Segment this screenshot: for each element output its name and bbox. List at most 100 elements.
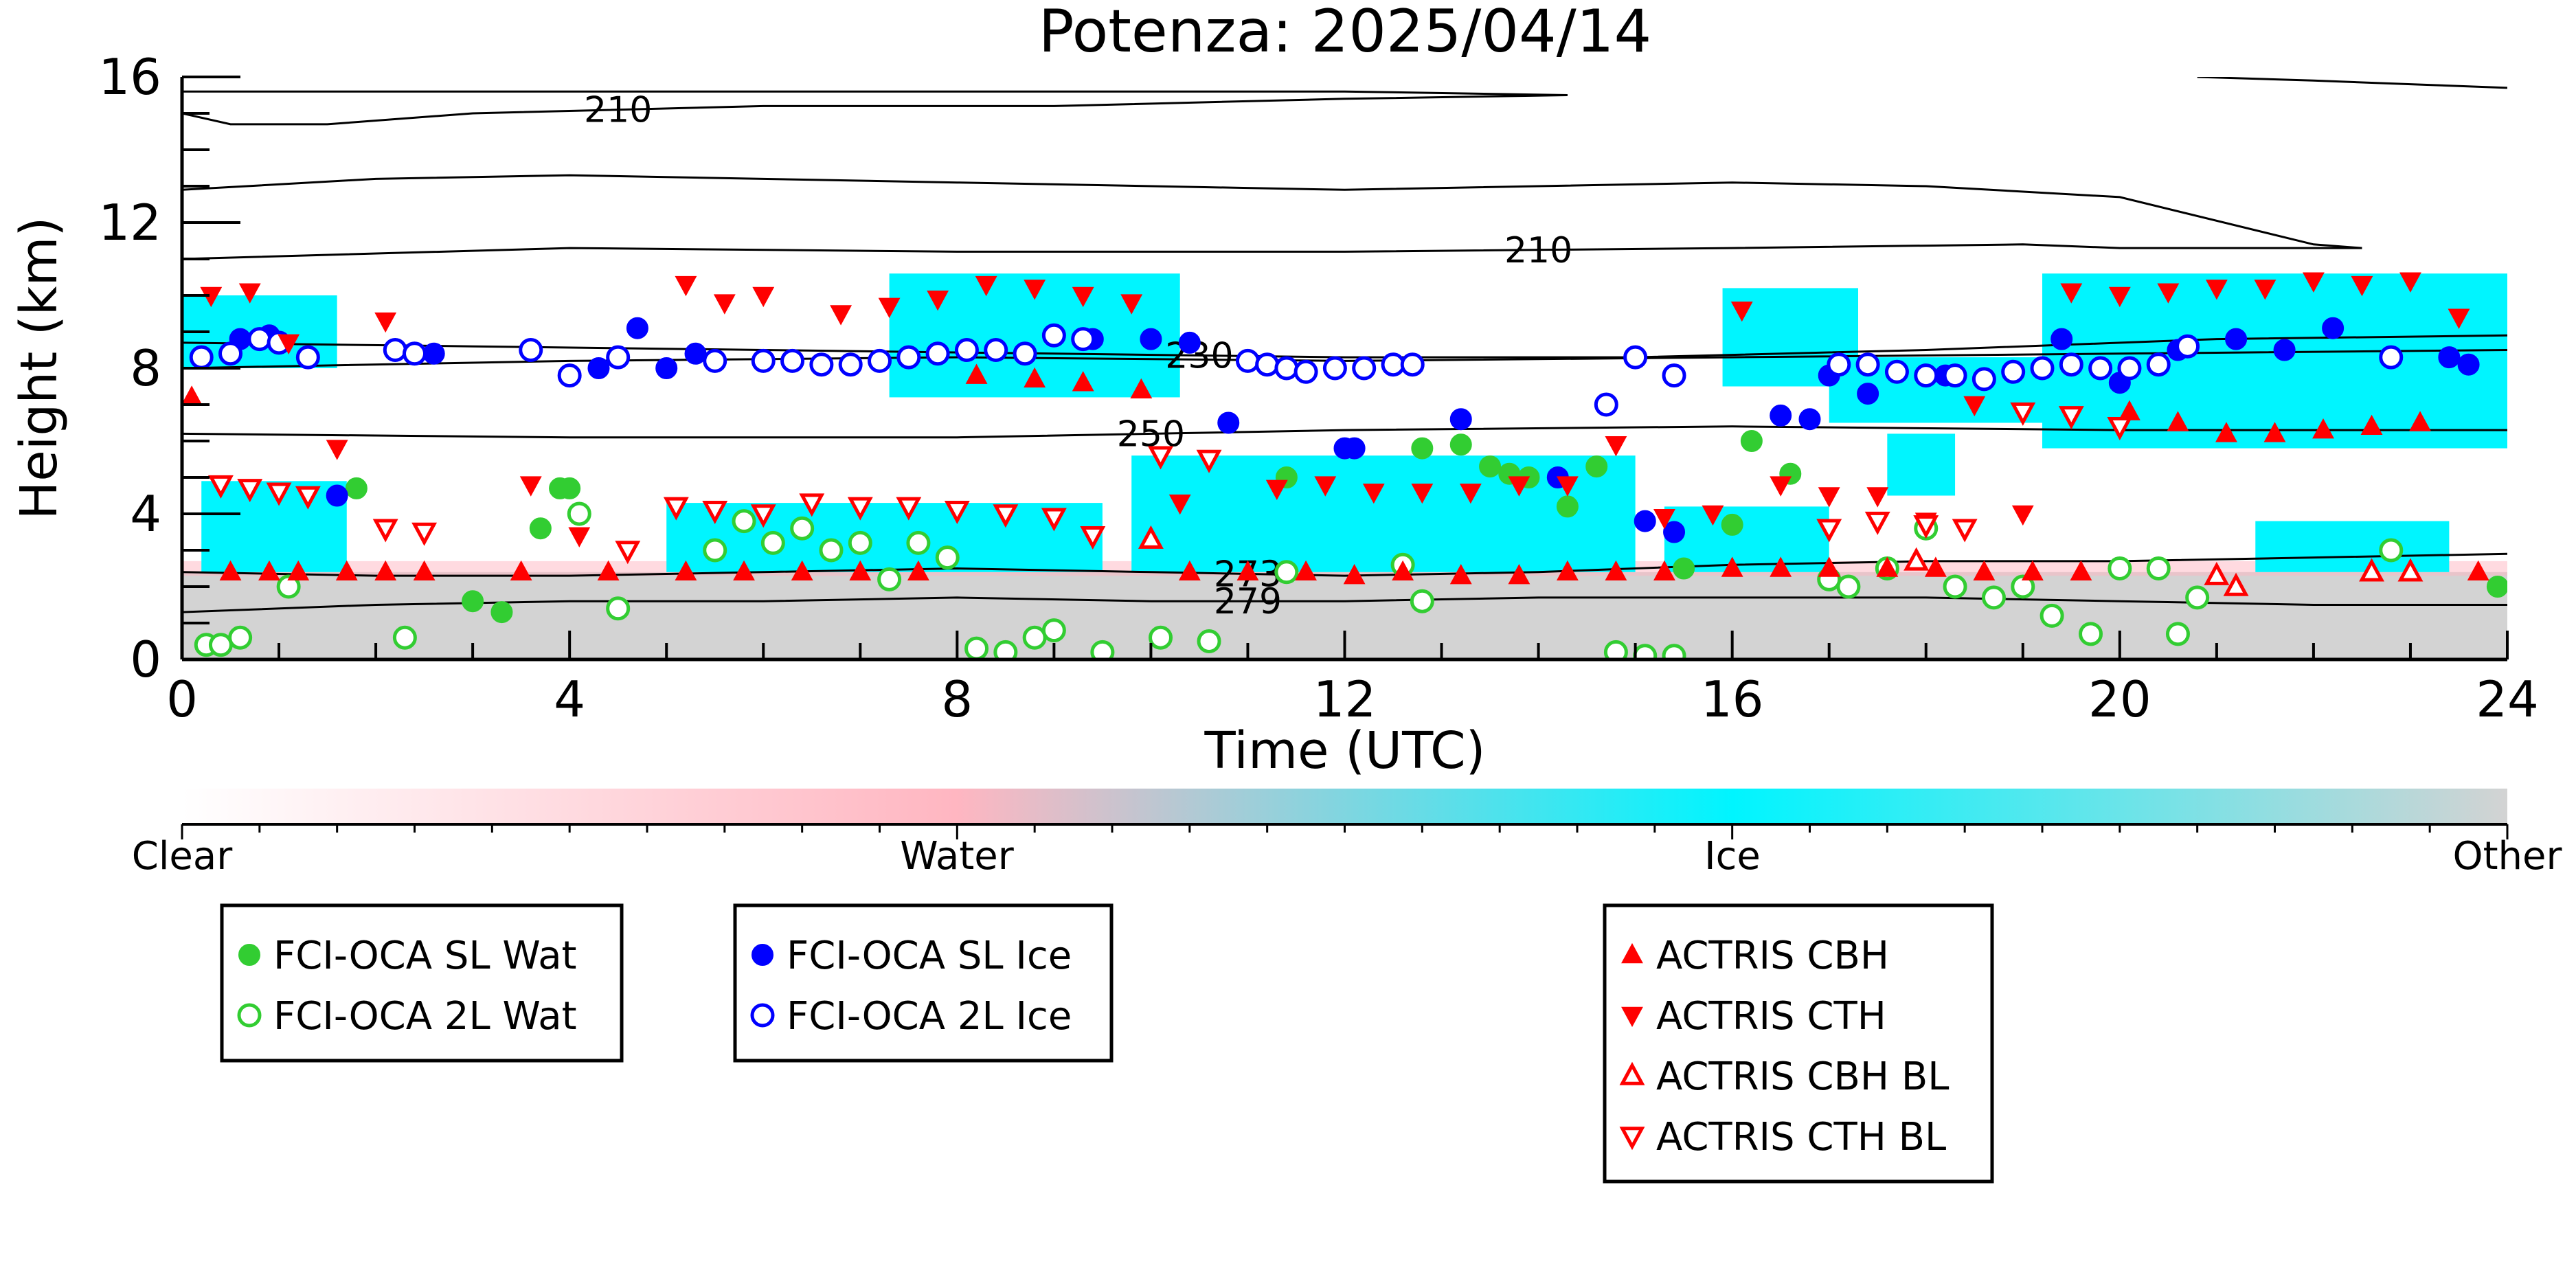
series-fci-oca-sl-wat — [345, 430, 2507, 624]
fci-oca-2l-wat-point — [606, 596, 631, 621]
fci-oca-sl-wat-point — [1721, 513, 1743, 536]
fci-oca-2l-wat-point — [848, 530, 872, 555]
axes: 0 4 8 12 16 0 4 8 12 16 20 24 — [98, 48, 2538, 728]
fci-oca-2l-wat-point — [1197, 629, 1221, 653]
fci-oca-2l-wat-point — [2379, 538, 2404, 563]
fci-oca-2l-wat-point — [2185, 585, 2210, 610]
actris-cbh-point — [791, 560, 813, 581]
fci-oca-sl-ice-point — [1343, 437, 1366, 460]
legend-label: ACTRIS CTH BL — [1656, 1115, 1946, 1160]
actris-cth-bl-point — [750, 504, 776, 528]
fci-oca-2l-wat-point — [964, 636, 989, 659]
fci-oca-2l-ice-point — [519, 338, 543, 362]
actris-cbh-point — [675, 560, 697, 581]
actris-cth-bl-point — [1816, 519, 1842, 543]
fci-oca-sl-ice-point — [2438, 346, 2461, 369]
actris-cbh-point — [2021, 560, 2044, 581]
fci-oca-sl-ice-point — [422, 342, 445, 365]
fci-oca-sl-wat-point — [1585, 455, 1608, 478]
legend-item-fci-oca-sl-wat: FCI-OCA SL Wat — [238, 934, 577, 978]
x-tick-label: 12 — [1313, 670, 1377, 728]
actris-cbh-point — [907, 560, 929, 581]
fci-oca-2l-ice-point — [1623, 345, 1648, 370]
fci-oca-2l-ice-point — [1274, 356, 1299, 381]
legend-item-actris-cth: ACTRIS CTH — [1621, 994, 1886, 1039]
actris-cth-point — [1459, 483, 1482, 504]
actris-cbh-point — [182, 385, 203, 406]
fci-oca-2l-wat-point — [1041, 618, 1066, 643]
legend-item-actris-cth-bl: ACTRIS CTH BL — [1619, 1115, 1946, 1160]
fci-oca-2l-wat-point — [1149, 625, 1173, 650]
actris-cth-point — [713, 294, 736, 315]
legend-marker — [1619, 1061, 1645, 1085]
actris-cth-point — [752, 286, 775, 308]
fci-oca-sl-ice-point — [326, 484, 348, 507]
fci-oca-2l-ice-point — [247, 327, 272, 352]
fci-oca-2l-wat-point — [228, 625, 253, 650]
fci-oca-sl-wat-point — [558, 477, 581, 499]
isotherm-line — [182, 94, 1568, 126]
actris-cbh-bl-point — [1138, 525, 1164, 549]
fci-oca-2l-wat-point — [1981, 585, 2006, 610]
fci-oca-2l-ice-point — [809, 352, 834, 377]
actris-cbh-point — [1770, 556, 1792, 577]
actris-cth-point — [238, 283, 261, 304]
fci-oca-2l-ice-point — [954, 338, 979, 362]
isotherm-line — [2197, 77, 2507, 89]
actris-cth-bl-point — [1080, 526, 1106, 550]
legend-label: FCI-OCA 2L Ice — [787, 994, 1072, 1039]
fci-oca-sl-wat-point — [1449, 433, 1472, 456]
actris-cth-point — [2011, 505, 2034, 526]
legend-item-fci-oca-sl-ice: FCI-OCA SL Ice — [752, 934, 1072, 978]
fci-oca-2l-ice-point — [703, 348, 727, 373]
fci-oca-2l-ice-point — [1013, 341, 1037, 366]
isotherm-line — [182, 90, 1568, 96]
fci-oca-sl-ice-point — [1217, 411, 1240, 434]
legend-marker — [238, 944, 260, 966]
actris-cbh-point — [1295, 560, 1318, 581]
actris-cbh-point — [1508, 564, 1530, 585]
actris-cth-point — [1818, 487, 1840, 508]
fci-oca-2l-ice-point — [925, 341, 950, 366]
y-tick-label: 8 — [130, 339, 161, 397]
fci-oca-2l-wat-point — [819, 538, 844, 563]
actris-cbh-point — [258, 560, 280, 581]
legend-box: ACTRIS CBH ACTRIS CTH ACTRIS CBH BL ACTRIS … — [1603, 903, 1994, 1184]
fci-oca-2l-ice-point — [838, 352, 863, 377]
y-tick-label: 0 — [130, 631, 161, 688]
legend-label: ACTRIS CBH BL — [1656, 1054, 1949, 1099]
fci-oca-2l-wat-point — [993, 640, 1018, 659]
actris-cth-point — [278, 334, 300, 354]
fci-oca-2l-ice-point — [1594, 392, 1618, 417]
isotherm-label: 210 — [584, 90, 652, 131]
x-tick-label: 20 — [2088, 670, 2151, 728]
actris-cbh-point — [1178, 560, 1201, 581]
actris-cbh-point — [1876, 556, 1899, 577]
fci-oca-2l-ice-point — [2379, 345, 2404, 370]
fci-oca-2l-ice-point — [1971, 367, 1996, 392]
fci-oca-2l-ice-point — [1322, 356, 1347, 381]
actris-cbh-point — [1653, 560, 1675, 581]
fci-oca-sl-ice-point — [587, 357, 610, 379]
actris-cbh-bl-point — [2204, 561, 2230, 585]
actris-cth-point — [1508, 476, 1530, 497]
actris-cth-point — [2108, 286, 2131, 308]
isotherm-line — [182, 334, 2507, 359]
actris-cth-point — [2254, 280, 2276, 300]
legend-label: FCI-OCA SL Ice — [787, 934, 1072, 978]
series-fci-oca-2l-wat — [194, 501, 2404, 659]
fci-oca-sl-ice-point — [2273, 339, 2296, 361]
fci-oca-sl-ice-point — [2225, 328, 2248, 350]
actris-cbh-point — [1449, 564, 1472, 585]
y-axis-label: Height (km) — [10, 217, 69, 520]
actris-cth-bl-point — [237, 479, 263, 503]
actris-cbh-point — [1556, 560, 1579, 581]
legend-frame — [733, 903, 1114, 1063]
fci-oca-2l-ice-point — [189, 345, 214, 370]
fci-oca-2l-wat-point — [1274, 560, 1299, 585]
fci-oca-2l-wat-point — [2040, 603, 2064, 628]
isotherm-label: 210 — [1504, 230, 1572, 271]
legend-label: FCI-OCA 2L Wat — [273, 994, 577, 1039]
x-tick-label: 4 — [554, 670, 585, 728]
actris-cth-bl-point — [2058, 406, 2084, 430]
